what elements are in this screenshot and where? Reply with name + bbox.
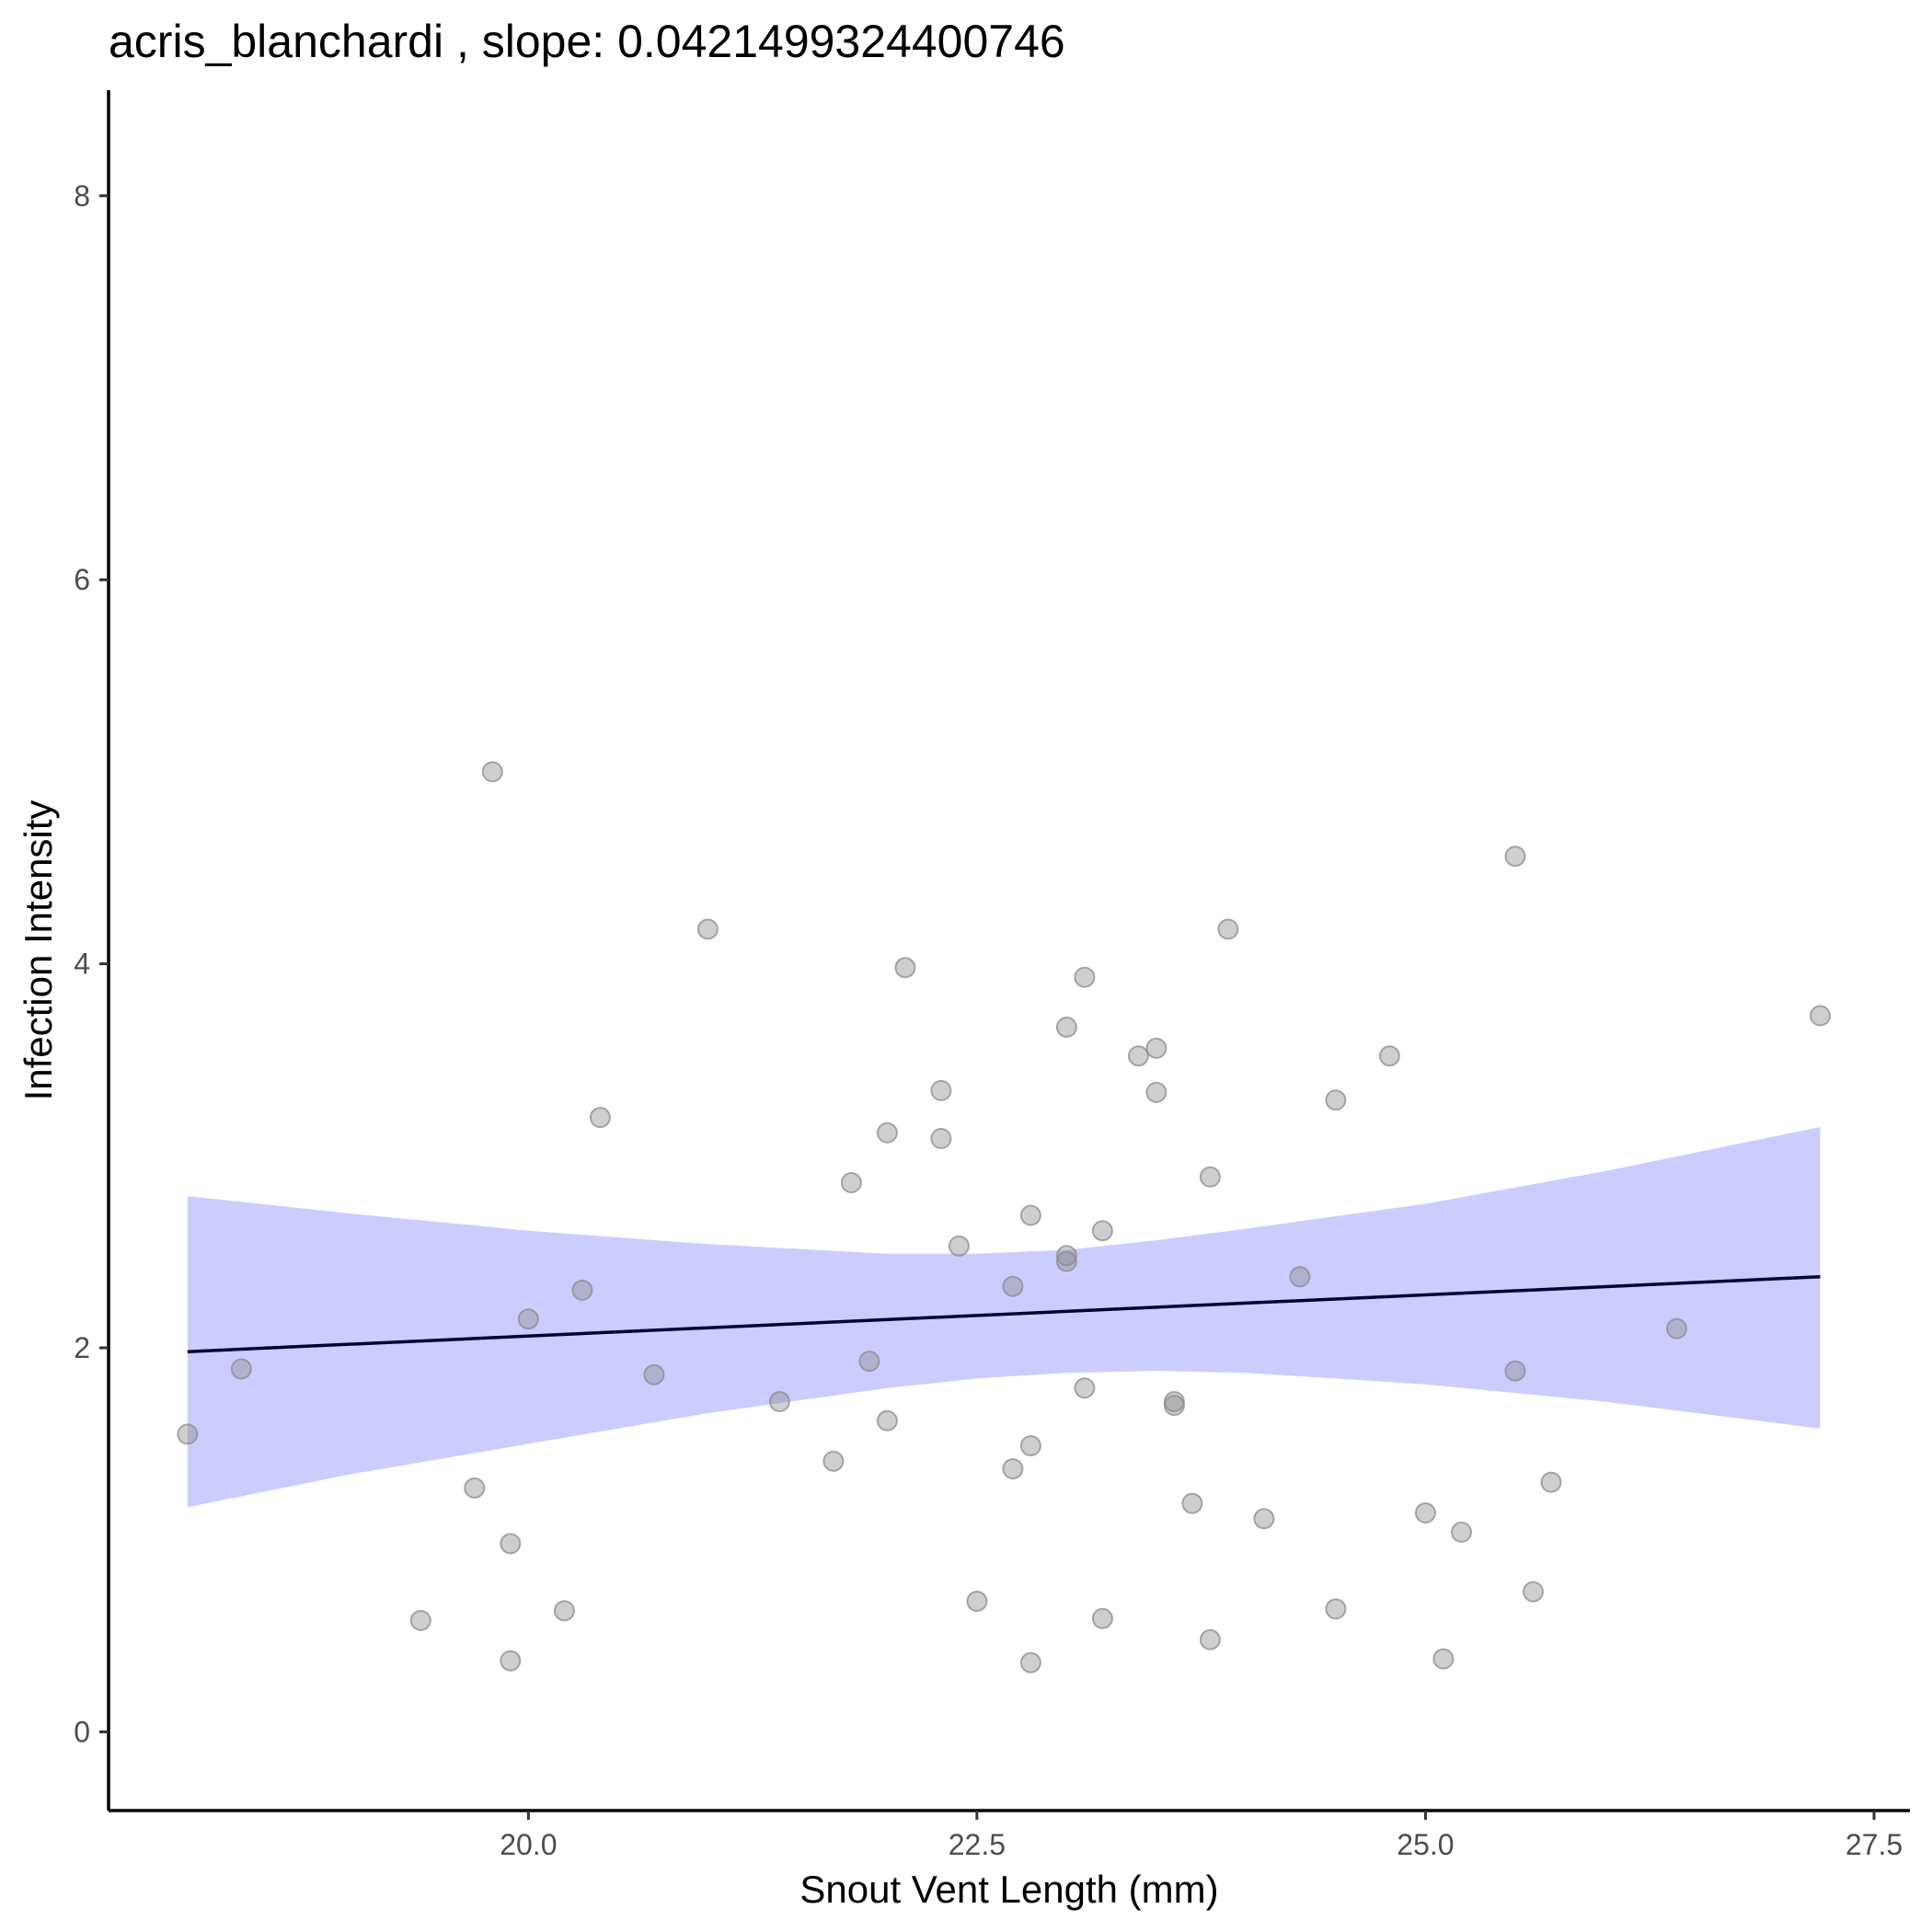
data-point — [500, 1533, 522, 1555]
y-tick-label: 0 — [74, 1715, 90, 1748]
data-point — [1074, 1377, 1096, 1399]
data-point — [1074, 966, 1096, 988]
data-point — [1253, 1508, 1275, 1530]
data-point — [1145, 1037, 1167, 1059]
data-point — [1810, 1005, 1831, 1027]
data-point — [589, 1107, 611, 1129]
x-axis-ticks: 20.0 22.5 25.0 27.5 — [500, 1811, 1903, 1861]
data-point — [571, 1279, 593, 1301]
x-tick-label: 25.0 — [1397, 1828, 1454, 1861]
data-point — [1127, 1045, 1149, 1067]
data-point — [948, 1235, 970, 1257]
data-point — [1091, 1220, 1113, 1242]
data-point — [1504, 845, 1526, 868]
data-point — [930, 1079, 952, 1101]
data-point — [1523, 1581, 1544, 1603]
data-point — [1145, 1081, 1167, 1103]
data-point — [768, 1391, 790, 1412]
x-tick-label: 27.5 — [1846, 1828, 1903, 1861]
data-point — [1055, 1250, 1077, 1272]
data-point — [177, 1423, 199, 1445]
data-point — [1019, 1651, 1041, 1673]
y-tick-label: 8 — [74, 179, 90, 213]
data-point — [1019, 1435, 1041, 1456]
regression-line — [187, 1275, 1821, 1353]
data-point — [553, 1600, 575, 1622]
chart-title: acris_blanchardi , slope: 0.042149932440… — [109, 16, 1065, 67]
data-point — [840, 1172, 862, 1193]
data-point — [1199, 1628, 1221, 1650]
data-point — [409, 1609, 431, 1631]
data-point — [1289, 1266, 1311, 1288]
data-point — [481, 761, 503, 783]
data-point — [1055, 1245, 1077, 1267]
y-tick-label: 4 — [74, 948, 90, 981]
y-axis-title: Infection Intensity — [17, 800, 60, 1101]
x-tick-label: 22.5 — [949, 1828, 1006, 1861]
x-axis-title: Snout Vent Length (mm) — [799, 1868, 1218, 1911]
data-point — [1002, 1458, 1024, 1479]
confidence-band — [187, 1127, 1821, 1508]
data-point — [517, 1308, 539, 1330]
plot-area — [177, 761, 1831, 1673]
data-point — [930, 1128, 952, 1149]
data-point — [1432, 1648, 1455, 1670]
y-tick-label: 2 — [74, 1331, 90, 1364]
y-tick-label: 6 — [74, 563, 90, 596]
data-point — [876, 1121, 898, 1144]
data-point — [500, 1650, 522, 1672]
data-point — [1325, 1089, 1347, 1111]
data-point — [822, 1450, 845, 1472]
x-tick-label: 20.0 — [500, 1828, 557, 1861]
data-point — [1217, 918, 1239, 940]
data-point — [1199, 1166, 1221, 1188]
data-point — [894, 957, 916, 979]
data-point — [643, 1363, 665, 1386]
data-point — [876, 1409, 898, 1432]
data-point — [1019, 1204, 1041, 1226]
data-point — [1540, 1471, 1562, 1493]
data-point — [1181, 1492, 1203, 1514]
data-point — [1504, 1360, 1526, 1382]
data-point — [1163, 1395, 1185, 1417]
data-point — [1451, 1521, 1472, 1543]
y-axis-ticks: 0 2 4 6 8 — [74, 179, 109, 1748]
data-point — [230, 1358, 252, 1380]
data-point — [1325, 1598, 1347, 1620]
data-point — [464, 1477, 486, 1499]
data-point — [966, 1591, 988, 1612]
data-point — [1378, 1045, 1400, 1067]
data-point — [1091, 1607, 1113, 1629]
data-point — [1055, 1017, 1077, 1038]
data-point — [1002, 1275, 1024, 1297]
data-point — [858, 1351, 880, 1373]
data-point — [1414, 1502, 1436, 1524]
data-point — [1666, 1317, 1687, 1340]
data-point — [696, 918, 719, 940]
